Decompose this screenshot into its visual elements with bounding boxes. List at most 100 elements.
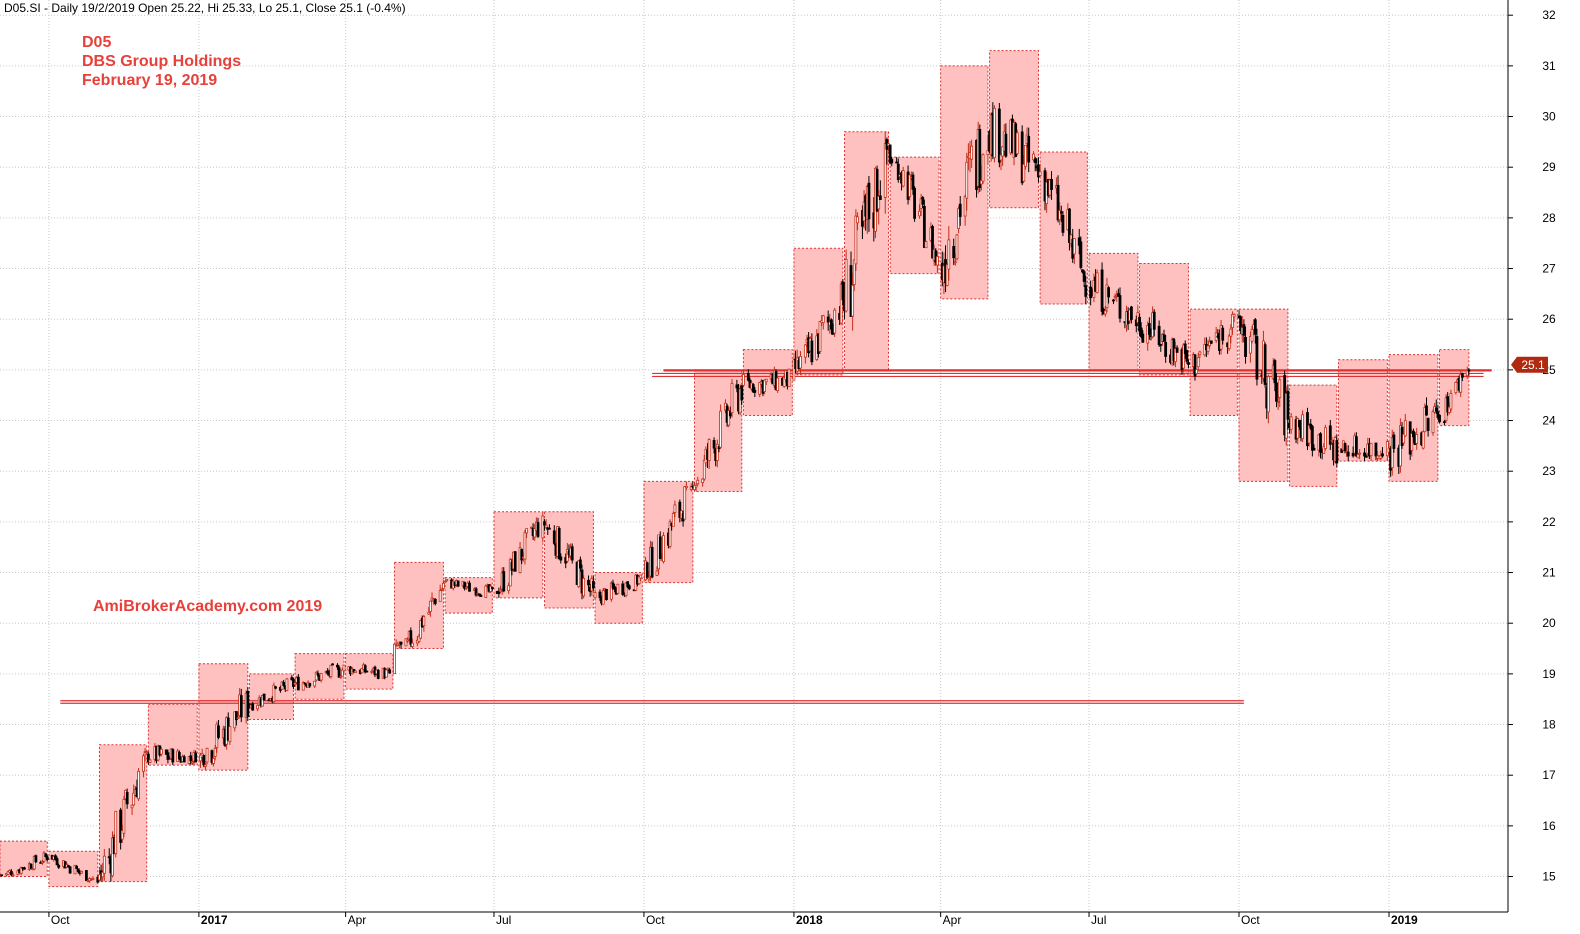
candle-body — [1157, 325, 1161, 346]
symbol-label: D05 — [82, 34, 112, 51]
candle-body — [1447, 406, 1451, 413]
candle-body — [376, 670, 380, 679]
candle-body — [1390, 437, 1394, 469]
candle-body — [1138, 316, 1141, 332]
candle-body — [464, 586, 468, 589]
candle-body — [29, 863, 33, 869]
candle-body — [559, 556, 563, 561]
candle-body — [852, 259, 856, 285]
candle-body — [1116, 293, 1120, 297]
candle-body — [552, 530, 556, 544]
candle-body — [611, 582, 615, 589]
candle-body — [293, 682, 297, 685]
candle-body — [854, 215, 858, 265]
candle-body — [557, 528, 561, 560]
candle-body — [684, 485, 688, 489]
candle-body — [236, 717, 240, 719]
price-tag-label: 25.1 — [1521, 358, 1545, 372]
candle-body — [399, 641, 403, 645]
candle-body — [1286, 390, 1290, 420]
x-tick-label: Oct — [1241, 913, 1260, 927]
candle-body — [102, 855, 106, 874]
candle-body — [290, 677, 294, 681]
candle-body — [404, 638, 408, 647]
candle-body — [598, 591, 602, 599]
candle-body — [1198, 351, 1202, 356]
candle-body — [182, 756, 186, 763]
candle-body — [1107, 287, 1110, 298]
candle-body — [936, 256, 939, 266]
x-tick-label: Apr — [943, 913, 962, 927]
candle-body — [578, 559, 582, 569]
candle-body — [1089, 286, 1093, 299]
candle-body — [637, 576, 641, 585]
range-box — [843, 131, 889, 371]
candle-body — [234, 711, 238, 721]
candle-body — [213, 748, 217, 757]
candle-body — [210, 750, 214, 763]
candle-body — [707, 439, 711, 461]
candle-body — [10, 871, 13, 876]
candle-body — [262, 693, 266, 701]
candle-body — [1351, 452, 1355, 457]
x-tick-label: 2019 — [1391, 913, 1418, 927]
candle-body — [474, 588, 478, 596]
candle-body — [1185, 349, 1189, 362]
candle-body — [683, 486, 687, 520]
company-label: DBS Group Holdings — [82, 53, 242, 70]
candle-body — [1363, 452, 1366, 457]
candle-body — [40, 861, 44, 864]
candle-body — [1275, 382, 1278, 402]
candle-body — [256, 704, 259, 710]
date-label: February 19, 2019 — [82, 72, 218, 89]
candle-body — [443, 580, 447, 583]
candle-body — [296, 676, 300, 691]
range-box — [1139, 262, 1189, 376]
candle-body — [621, 583, 625, 595]
candle-body — [360, 668, 364, 674]
candle-body — [1412, 430, 1415, 438]
candle-body — [601, 590, 605, 605]
y-tick-label: 19 — [1542, 667, 1556, 681]
candle-body — [742, 374, 745, 386]
candle-body — [177, 751, 181, 760]
candle-body — [878, 195, 882, 201]
candle-body — [1312, 447, 1316, 451]
candle-body — [75, 865, 79, 870]
x-tick-label: 2017 — [201, 913, 228, 927]
candle-body — [525, 528, 528, 534]
candle-body — [877, 196, 881, 210]
candle-body — [85, 870, 88, 881]
candle-body — [1174, 348, 1177, 363]
candle-body — [895, 161, 899, 164]
candle-body — [1079, 241, 1083, 268]
y-tick-label: 20 — [1542, 616, 1556, 630]
candle-body — [730, 383, 734, 414]
candle-body — [1209, 340, 1213, 344]
candle-body — [1296, 418, 1300, 439]
candle-body — [101, 871, 105, 878]
candle-body — [1022, 163, 1026, 182]
candle-body — [678, 501, 682, 518]
candle-body — [1307, 425, 1311, 444]
candle-body — [671, 513, 675, 527]
candle-body — [34, 855, 38, 863]
candle-body — [45, 856, 49, 861]
candle-body — [1266, 376, 1270, 413]
candle-body — [490, 586, 494, 589]
candle-body — [1118, 295, 1122, 319]
candle-body — [1182, 344, 1185, 369]
candle-body — [1364, 455, 1368, 458]
range-box — [693, 369, 743, 492]
candle-body — [1297, 419, 1301, 428]
candle-body — [1392, 434, 1396, 449]
candle-body — [1250, 328, 1254, 342]
candle-body — [171, 749, 175, 763]
candle-body — [1436, 411, 1440, 418]
candle-body — [1159, 344, 1163, 346]
x-axis-tick-labels: Oct 2017 Apr Jul Oct 2018 Apr Jul Oct 2019 — [51, 913, 1418, 927]
candle-body — [1232, 313, 1236, 318]
candle-body — [406, 639, 409, 642]
candle-body — [44, 853, 48, 857]
y-tick-label: 28 — [1542, 211, 1556, 225]
